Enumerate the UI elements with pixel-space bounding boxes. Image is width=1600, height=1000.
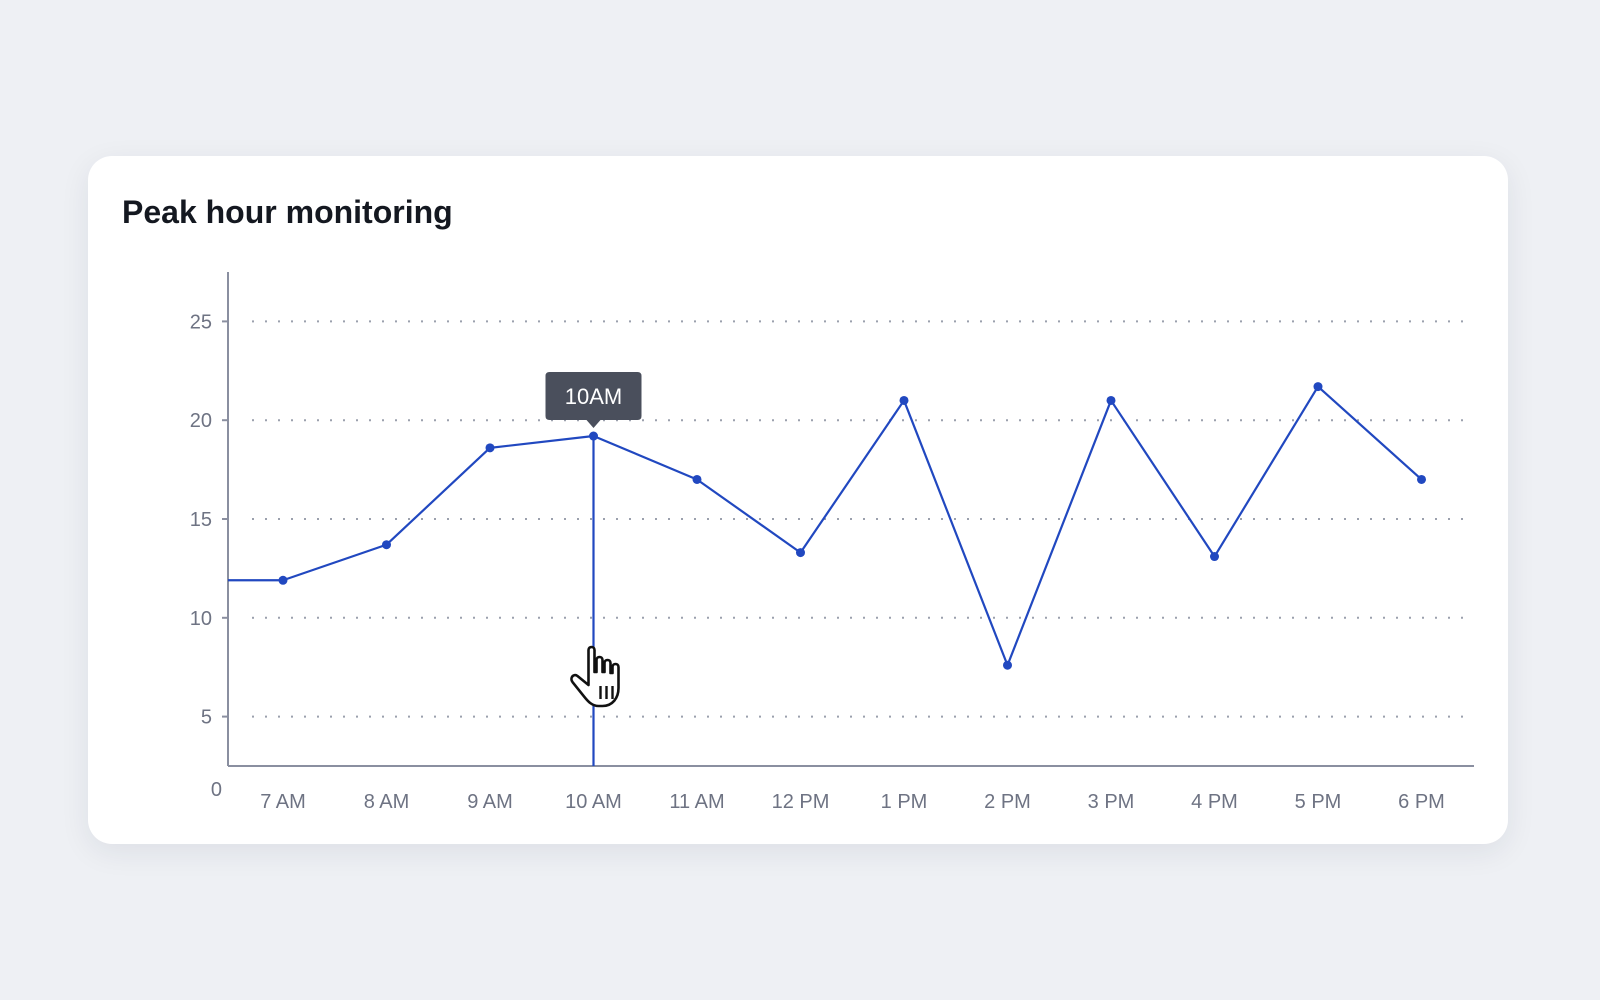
y-tick-label: 5 — [201, 707, 212, 729]
data-point[interactable] — [1313, 382, 1323, 392]
x-tick-label: 5 PM — [1295, 791, 1342, 813]
data-point[interactable] — [796, 548, 805, 558]
y-tick-label: 20 — [190, 410, 212, 432]
y-tick-label: 25 — [190, 311, 212, 333]
data-point[interactable] — [382, 540, 391, 550]
y-tick-label: 15 — [190, 509, 212, 531]
x-tick-labels: 7 AM 8 AM 9 AM 10 AM 11 AM 12 PM 1 PM 2 PM 3 PM 4… — [260, 791, 1445, 813]
x-tick-label: 9 AM — [467, 791, 513, 813]
x-tick-label: 1 PM — [881, 791, 928, 813]
x-tick-label: 12 PM — [772, 791, 830, 813]
y-tick-label: 10 — [190, 608, 212, 630]
axes — [227, 272, 1474, 767]
y-tick-labels: 0 5 10 15 20 25 — [190, 311, 222, 801]
line-chart[interactable]: 0 5 10 15 20 25 7 AM 8 AM 9 AM 10 AM 11 AM 12 PM 1 … — [88, 156, 1508, 844]
data-point[interactable] — [899, 395, 909, 405]
y-tick-label: 0 — [211, 779, 222, 801]
tooltip-box — [545, 372, 642, 429]
x-tick-label: 8 AM — [364, 791, 410, 813]
data-point[interactable] — [692, 474, 702, 484]
data-point[interactable] — [1106, 395, 1116, 405]
data-point[interactable] — [589, 431, 598, 441]
chart-title: Peak hour monitoring — [122, 194, 453, 230]
data-point[interactable] — [1210, 552, 1219, 562]
x-tick-label: 2 PM — [984, 791, 1031, 813]
data-point[interactable] — [1003, 660, 1012, 670]
x-tick-label: 7 AM — [260, 791, 306, 813]
data-point[interactable] — [278, 575, 288, 585]
x-tick-label: 6 PM — [1398, 791, 1445, 813]
x-tick-label: 4 PM — [1191, 791, 1238, 813]
tooltip: 10AM — [545, 372, 642, 429]
x-tick-label: 10 AM — [565, 791, 622, 813]
series-line — [228, 385, 1423, 667]
data-point[interactable] — [485, 443, 495, 453]
data-point[interactable] — [1417, 474, 1426, 484]
data-points — [278, 382, 1426, 670]
x-tick-label: 11 AM — [669, 791, 724, 813]
grid-lines — [222, 320, 1474, 718]
hand-pointer-icon — [570, 645, 620, 708]
chart-card: Peak hour monitoring 0 5 10 15 20 25 7 AM 8 AM… — [88, 156, 1508, 844]
tooltip-label: 10AM — [565, 384, 622, 409]
x-tick-label: 3 PM — [1088, 791, 1135, 813]
